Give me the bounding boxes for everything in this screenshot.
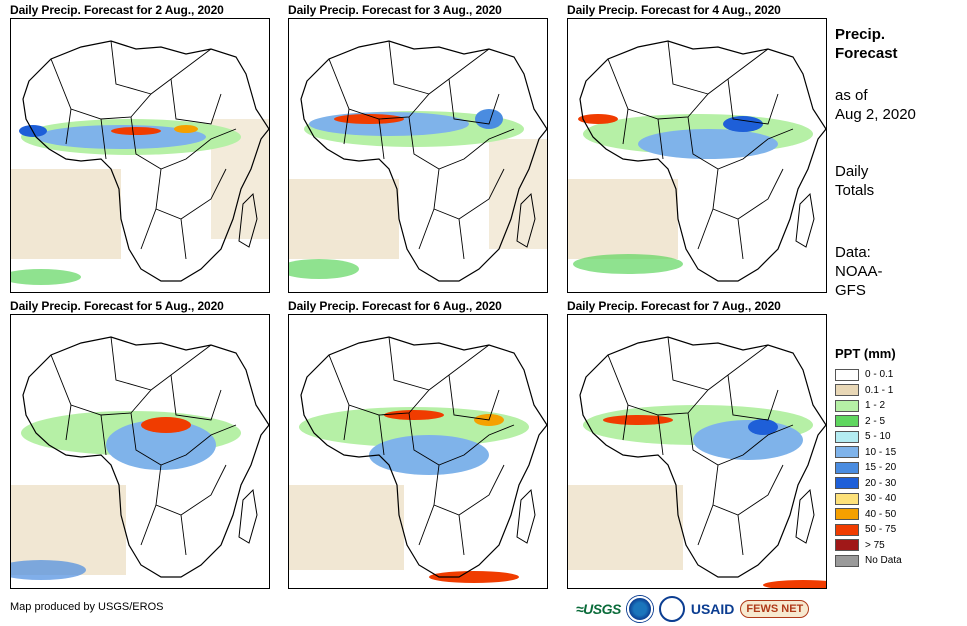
legend-swatch [835, 523, 859, 536]
legend-item: 50 - 75 [835, 522, 960, 538]
legend-item: 0.1 - 1 [835, 383, 960, 399]
panel-title: Daily Precip. Forecast for 2 Aug., 2020 [10, 3, 224, 17]
usda-seal-icon [658, 596, 685, 622]
fews-net-logo: FEWS NET [740, 600, 810, 618]
precip-map [567, 18, 827, 293]
forecast-panel-aug-2: Daily Precip. Forecast for 2 Aug., 2020 [10, 3, 270, 293]
legend-item: 2 - 5 [835, 414, 960, 430]
legend-swatch [835, 508, 859, 521]
legend-item: 0 - 0.1 [835, 367, 960, 383]
legend-label: No Data [865, 555, 902, 567]
panel-title: Daily Precip. Forecast for 5 Aug., 2020 [10, 299, 224, 313]
legend-swatch [835, 415, 859, 428]
legend-label: 1 - 2 [865, 400, 886, 412]
usgs-logo: ≈USGS [576, 601, 621, 617]
legend-swatch [835, 539, 859, 552]
map-credit: Map produced by USGS/EROS [10, 601, 164, 613]
legend-swatch [835, 492, 859, 505]
precip-map [288, 314, 548, 589]
legend-item: > 75 [835, 538, 960, 554]
daily-totals-note: Daily Totals [835, 163, 875, 199]
legend-label: 30 - 40 [865, 493, 897, 505]
precip-map [10, 18, 270, 293]
panel-title: Daily Precip. Forecast for 3 Aug., 2020 [288, 3, 502, 17]
legend-item: No Data [835, 553, 960, 569]
forecast-panel-aug-4: Daily Precip. Forecast for 4 Aug., 2020 [567, 3, 827, 293]
legend-swatch [835, 384, 859, 397]
legend-item: 10 - 15 [835, 445, 960, 461]
noaa-logo-icon [626, 596, 653, 622]
precip-map [288, 18, 548, 293]
legend-item: 5 - 10 [835, 429, 960, 445]
legend-swatch [835, 399, 859, 412]
legend-label: 20 - 30 [865, 477, 897, 489]
legend-label: 10 - 15 [865, 446, 897, 458]
panel-title: Daily Precip. Forecast for 4 Aug., 2020 [567, 3, 781, 17]
legend-swatch [835, 461, 859, 474]
legend-label: 2 - 5 [865, 415, 886, 427]
legend-title: PPT (mm) [835, 346, 896, 361]
legend-label: 0.1 - 1 [865, 384, 894, 396]
legend-swatch [835, 430, 859, 443]
panel-title: Daily Precip. Forecast for 7 Aug., 2020 [567, 299, 781, 313]
legend-label: 5 - 10 [865, 431, 891, 443]
forecast-panel-aug-3: Daily Precip. Forecast for 3 Aug., 2020 [288, 3, 548, 293]
usaid-logo: USAID [690, 601, 735, 617]
precip-map [10, 314, 270, 589]
forecast-panel-aug-5: Daily Precip. Forecast for 5 Aug., 2020 [10, 299, 270, 589]
forecast-panel-aug-6: Daily Precip. Forecast for 6 Aug., 2020 [288, 299, 548, 589]
legend-label: > 75 [865, 539, 885, 551]
data-source: Data: NOAA- GFS [835, 244, 883, 299]
legend-item: 30 - 40 [835, 491, 960, 507]
legend-item: 1 - 2 [835, 398, 960, 414]
legend-swatch [835, 477, 859, 490]
legend-item: 20 - 30 [835, 476, 960, 492]
legend-item: 15 - 20 [835, 460, 960, 476]
legend-label: 40 - 50 [865, 508, 897, 520]
legend-label: 15 - 20 [865, 462, 897, 474]
legend-swatch [835, 446, 859, 459]
precip-map [567, 314, 827, 589]
forecast-panel-aug-7: Daily Precip. Forecast for 7 Aug., 2020 [567, 299, 827, 589]
legend-swatch [835, 368, 859, 381]
as-of-date: as of Aug 2, 2020 [835, 87, 916, 123]
partner-logos: ≈USGS USAID FEWS NET [576, 596, 810, 622]
legend-label: 0 - 0.1 [865, 369, 894, 381]
map-title: Precip. Forecast [835, 26, 898, 62]
legend-swatch [835, 554, 859, 567]
precip-legend: PPT (mm) 0 - 0.1 0.1 - 1 1 - 2 2 - 5 5 - 10 1… [835, 346, 960, 569]
legend-item: 40 - 50 [835, 507, 960, 523]
panel-title: Daily Precip. Forecast for 6 Aug., 2020 [288, 299, 502, 313]
legend-label: 50 - 75 [865, 524, 897, 536]
